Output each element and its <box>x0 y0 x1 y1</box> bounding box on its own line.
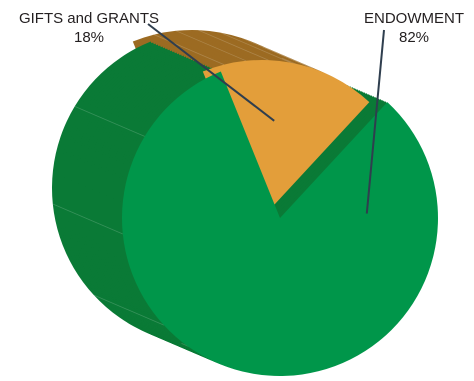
slice-side-texture-line <box>93 294 165 326</box>
slice-name-gifts-and-grants: GIFTS and GRANTS <box>18 10 160 27</box>
slice-endowment <box>121 71 438 376</box>
slice-gifts-and-grants <box>202 59 370 218</box>
leader-line-endowment <box>365 29 385 214</box>
slice-label-gifts-and-grants: GIFTS and GRANTS 18% <box>14 9 164 47</box>
slice-side-texture-line <box>153 34 225 65</box>
slice-side-texture-line <box>175 30 247 62</box>
pie-slices <box>121 59 438 376</box>
leader-line-gifts-and-grants <box>147 23 275 122</box>
slice-name-endowment: ENDOWMENT <box>364 10 464 27</box>
slice-side-texture-line <box>74 106 145 137</box>
slice-label-endowment: ENDOWMENT 82% <box>356 9 472 47</box>
leader-lines <box>147 23 385 214</box>
slice-value-endowment: 82% <box>398 29 430 46</box>
slice-side-texture-line <box>220 32 291 63</box>
slice-side-texture-line <box>52 203 123 235</box>
slice-side-texture-line <box>241 37 313 69</box>
slice-side-texture-line <box>198 29 269 61</box>
slice-value-gifts-and-grants: 18% <box>73 29 105 46</box>
